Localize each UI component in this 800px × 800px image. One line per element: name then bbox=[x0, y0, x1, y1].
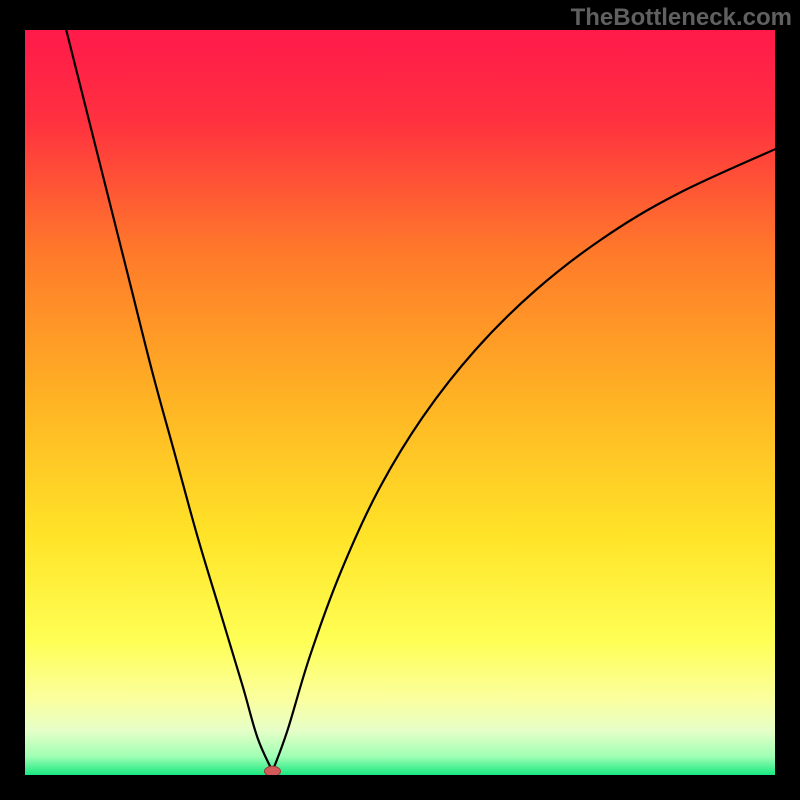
gradient-background bbox=[25, 30, 775, 775]
watermark-text: TheBottleneck.com bbox=[571, 4, 792, 32]
plot-area bbox=[25, 30, 775, 775]
minimum-marker bbox=[265, 766, 281, 775]
chart-svg bbox=[25, 30, 775, 775]
chart-container: TheBottleneck.com bbox=[0, 0, 800, 800]
